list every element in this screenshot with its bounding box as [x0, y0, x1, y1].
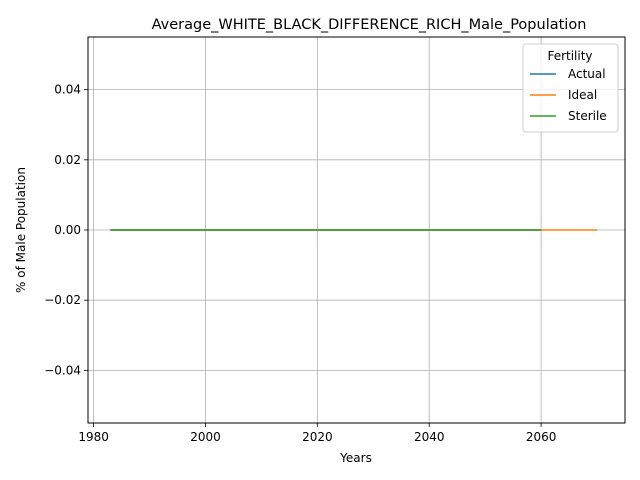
x-axis-ticks: 1980 2000 2020 2040 2060 [78, 423, 556, 444]
x-axis-label: Years [339, 451, 372, 465]
legend-entry-ideal: Ideal [568, 88, 597, 102]
y-tick-label: 0.00 [54, 223, 81, 237]
legend-items: Actual Ideal Sterile [530, 67, 607, 123]
x-tick-label: 2060 [526, 430, 557, 444]
legend-box [522, 43, 619, 133]
x-tick-label: 1980 [78, 430, 109, 444]
chart-title: Average_WHITE_BLACK_DIFFERENCE_RICH_Male… [152, 17, 587, 33]
y-tick-label: −0.02 [44, 293, 81, 307]
legend: Fertility Actual Ideal Sterile [522, 43, 619, 133]
x-tick-label: 2040 [414, 430, 445, 444]
legend-entry-sterile: Sterile [568, 109, 607, 123]
legend-entry-actual: Actual [568, 67, 606, 81]
y-axis-ticks: −0.04 −0.02 0.00 0.02 0.04 [44, 83, 88, 377]
x-tick-label: 2000 [190, 430, 221, 444]
y-tick-label: 0.04 [54, 83, 81, 97]
y-axis-label: % of Male Population [14, 167, 28, 293]
y-tick-label: 0.02 [54, 153, 81, 167]
legend-title: Fertility [547, 49, 592, 63]
y-tick-label: −0.04 [44, 363, 81, 377]
x-tick-label: 2020 [302, 430, 333, 444]
